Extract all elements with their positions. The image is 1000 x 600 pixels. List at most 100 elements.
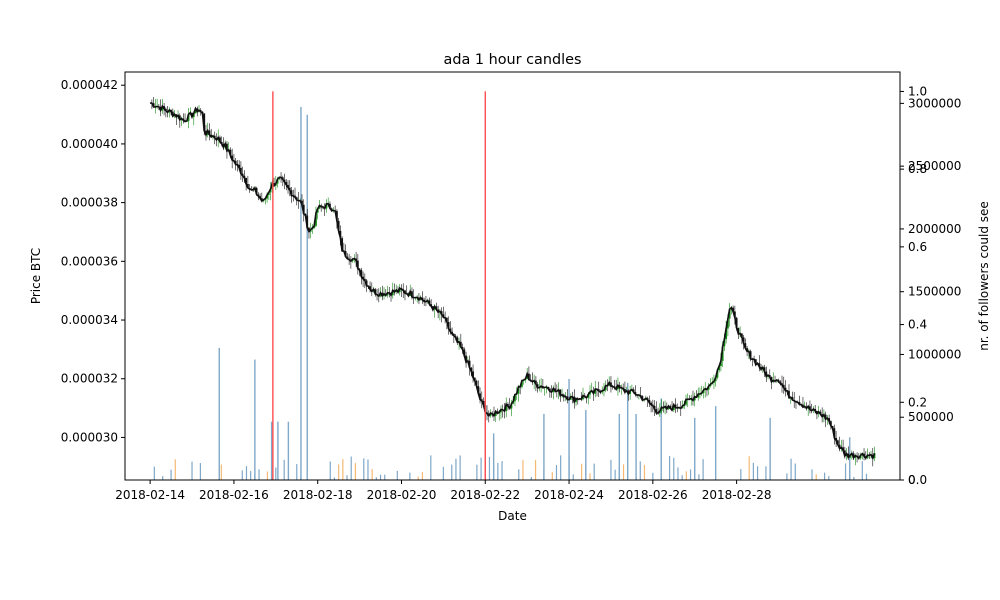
volume-bar [622, 464, 625, 480]
volume-bar [476, 464, 478, 480]
volume-bar [245, 466, 248, 480]
y-right-tick-label: 2500000 [908, 159, 961, 173]
volume-bar [614, 469, 616, 480]
candle-body [339, 230, 342, 239]
candle-body [290, 190, 293, 196]
y-tick-label: 0.000038 [61, 196, 118, 210]
candle-body [365, 280, 368, 286]
y-right2-tick-label: 1.0 [908, 84, 927, 98]
volume-bar [865, 473, 868, 480]
candle-body [468, 360, 471, 368]
volume-bar [350, 456, 352, 480]
candle-body [337, 220, 340, 231]
candle-body [329, 203, 331, 209]
x-tick-label: 2018-02-24 [534, 488, 604, 502]
volume-bar [258, 469, 260, 480]
candle-body [723, 339, 726, 347]
volume-bar [689, 469, 692, 480]
candle-body [344, 251, 347, 257]
candle-body [398, 288, 401, 293]
candle-body [479, 393, 481, 400]
volume-bar [409, 472, 411, 480]
volume-bar [748, 456, 750, 480]
volume-bar [530, 476, 532, 480]
candle-body [720, 360, 722, 367]
candle-body [245, 177, 248, 184]
volume-bar [589, 473, 591, 480]
y-tick-label: 0.000040 [61, 137, 118, 151]
volume-bar [694, 417, 696, 480]
volume-bar [714, 406, 717, 480]
y-tick-label: 0.000036 [61, 254, 118, 268]
volume-bar [698, 474, 700, 480]
signal-lines [272, 91, 486, 480]
candle-body [733, 311, 736, 318]
x-axis-label: Date [498, 509, 527, 523]
candle-body [707, 386, 710, 390]
volume-bar [497, 462, 499, 480]
volume-bar [480, 457, 482, 480]
candle-body [229, 149, 232, 156]
volume-bar [170, 469, 172, 480]
volume-bar [254, 359, 256, 480]
volume-bar [794, 463, 796, 480]
volume-bar [451, 464, 453, 480]
volume-bar [790, 458, 792, 480]
volume-bar [354, 463, 357, 480]
candle-body [465, 355, 467, 363]
volume-bars [153, 106, 868, 480]
volume-bar [635, 413, 637, 480]
x-tick-label: 2018-02-14 [115, 488, 185, 502]
volume-bar [844, 463, 847, 480]
volume-bar [162, 476, 164, 480]
y-right-tick-label: 2000000 [908, 222, 961, 236]
volume-bar [555, 465, 558, 480]
volume-bar [199, 463, 202, 480]
candle-body [463, 349, 466, 356]
volume-bar [585, 410, 587, 480]
close-price-line [149, 102, 876, 461]
volume-bar [287, 421, 290, 480]
volume-bar [379, 474, 382, 480]
volume-bar [681, 475, 683, 480]
volume-bar [277, 421, 279, 480]
candle-body [475, 380, 478, 387]
candle-body [472, 371, 474, 378]
volume-bar [610, 459, 612, 480]
candle-body [824, 414, 827, 420]
candle-body [594, 389, 597, 394]
x-tick-label: 2018-02-18 [283, 488, 353, 502]
candle-body [456, 337, 459, 343]
y-tick-label: 0.000034 [61, 313, 118, 327]
volume-bar [534, 459, 537, 480]
candle-body [737, 328, 740, 335]
volume-bar [492, 433, 495, 480]
candle-body [240, 167, 242, 174]
candle-body [521, 380, 523, 387]
candle-body [226, 143, 228, 151]
y-tick-label: 0.000030 [61, 430, 118, 444]
y-tick-label: 0.000032 [61, 372, 118, 386]
volume-bar [618, 413, 621, 480]
candle-body [829, 421, 832, 426]
y-axis-label-right: nr. of followers could see [977, 201, 991, 351]
candle-body [341, 238, 344, 251]
volume-bar [815, 474, 817, 480]
candle-body [843, 450, 846, 456]
volume-bar [371, 469, 373, 480]
candle-body [847, 453, 850, 458]
volume-bar [593, 463, 595, 480]
volume-bar [417, 476, 419, 480]
y-right-tick-label: 1000000 [908, 347, 961, 361]
volume-bar [270, 421, 273, 480]
y-right-tick-label: 3000000 [908, 96, 961, 110]
candle-body [573, 396, 576, 403]
x-tick-label: 2018-02-26 [618, 488, 688, 502]
candle-body [194, 108, 197, 114]
volume-bar [786, 473, 788, 480]
candle-body [336, 211, 338, 221]
candle-body [477, 386, 480, 394]
volume-bar [300, 106, 302, 480]
volume-bar [384, 474, 386, 480]
